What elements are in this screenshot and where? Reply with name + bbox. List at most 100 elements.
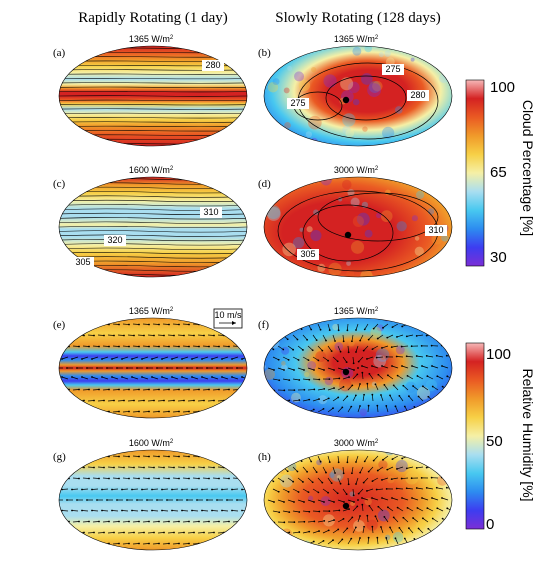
wind-arrowhead	[228, 410, 230, 413]
wind-arrowhead	[98, 477, 100, 480]
wind-arrow	[317, 408, 324, 413]
wind-arrow	[132, 323, 140, 325]
wind-reference-arrowhead	[232, 321, 236, 325]
wind-arrow	[287, 542, 295, 545]
wind-arrow	[267, 499, 275, 503]
wind-arrow	[421, 497, 429, 501]
wind-arrowhead	[386, 374, 389, 377]
wind-arrow	[347, 345, 350, 353]
wind-arrowhead	[421, 497, 423, 499]
wind-arrowhead	[346, 395, 349, 398]
wind-arrowhead	[98, 520, 100, 523]
wind-arrow	[427, 507, 434, 512]
wind-arrowhead	[395, 487, 398, 490]
wind-arrowhead	[323, 501, 325, 503]
wind-arrow	[202, 411, 210, 413]
wind-arrow	[385, 537, 389, 545]
wind-arrow	[355, 455, 359, 463]
wind-arrow	[71, 356, 79, 360]
wind-arrowhead	[407, 527, 410, 530]
contour-line	[59, 112, 247, 114]
wind-arrow	[347, 385, 353, 391]
wind-arrow	[152, 411, 160, 413]
wind-arrowhead	[131, 509, 133, 512]
wind-arrow	[182, 323, 190, 325]
wind-arrowhead	[386, 336, 389, 339]
wind-arrow	[122, 389, 130, 391]
wind-arrowhead	[166, 367, 168, 369]
texture-blob	[264, 338, 271, 347]
wind-arrow	[366, 356, 374, 360]
map-field	[264, 177, 452, 277]
contour-line	[59, 247, 247, 250]
wind-arrow	[369, 505, 374, 512]
wind-arrowhead	[123, 334, 125, 337]
wind-arrow	[131, 356, 139, 360]
wind-arrowhead	[357, 360, 360, 363]
wind-arrowhead	[303, 369, 305, 371]
contour-line	[59, 86, 247, 88]
wind-arrowhead	[218, 345, 220, 348]
panel-letter: (a)	[53, 47, 66, 59]
wind-arrow	[416, 334, 424, 337]
wind-arrowhead	[131, 376, 133, 378]
wind-arrowhead	[351, 384, 354, 387]
colorbar-cloud-tick-100: 100	[490, 79, 515, 96]
wind-arrow	[347, 367, 355, 371]
wind-arrowhead	[432, 538, 435, 541]
wind-arrowhead	[158, 323, 160, 326]
wind-arrow	[342, 376, 350, 380]
wind-arrowhead	[411, 365, 413, 367]
wind-arrow	[152, 543, 160, 545]
wind-arrowhead	[226, 367, 228, 369]
wind-arrowhead	[333, 501, 335, 503]
wind-arrowhead	[178, 410, 180, 413]
map-overlay	[59, 323, 247, 413]
texture-blob	[372, 80, 383, 92]
contour-line	[59, 230, 247, 233]
wind-arrowhead	[442, 538, 445, 541]
wind-arrow	[177, 334, 185, 336]
wind-arrowhead	[374, 383, 377, 386]
wind-arrowhead	[231, 376, 233, 378]
wind-arrowhead	[391, 458, 394, 460]
contour-line	[59, 204, 247, 207]
texture-blob	[310, 67, 317, 73]
wind-arrow	[366, 488, 374, 492]
wind-arrow	[358, 356, 364, 362]
texture-blob	[410, 57, 415, 62]
wind-arrow	[433, 407, 439, 413]
wind-arrowhead	[319, 328, 322, 331]
wind-arrowhead	[188, 455, 190, 458]
wind-arrow	[221, 488, 229, 490]
wind-arrow	[307, 367, 315, 371]
wind-arrow	[377, 334, 384, 339]
texture-blob	[287, 462, 297, 472]
wind-arrow	[361, 504, 364, 512]
wind-arrow	[302, 356, 309, 361]
wind-arrow	[272, 510, 280, 513]
wind-arrow	[147, 532, 155, 534]
wind-arrow	[132, 389, 140, 391]
wind-arrowhead	[153, 399, 155, 402]
wind-arrowhead	[423, 538, 425, 541]
wind-arrow	[142, 411, 150, 413]
wind-arrowhead	[327, 529, 330, 532]
wind-arrow	[436, 487, 444, 490]
wind-arrow	[376, 488, 384, 490]
wind-arrowhead	[193, 531, 195, 534]
wind-arrowhead	[303, 388, 306, 391]
wind-arrowhead	[425, 354, 428, 357]
wind-arrow	[393, 517, 399, 523]
wind-arrowhead	[218, 455, 220, 458]
wind-arrowhead	[108, 477, 110, 480]
texture-blob	[356, 212, 370, 226]
wind-arrow	[101, 356, 109, 360]
wind-arrowhead	[383, 515, 386, 518]
wind-arrowhead	[173, 334, 175, 337]
wind-arrowhead	[78, 388, 80, 391]
wind-arrow	[82, 521, 90, 523]
wind-arrowhead	[333, 369, 335, 371]
map-outline	[263, 317, 453, 419]
wind-arrowhead	[402, 516, 405, 519]
